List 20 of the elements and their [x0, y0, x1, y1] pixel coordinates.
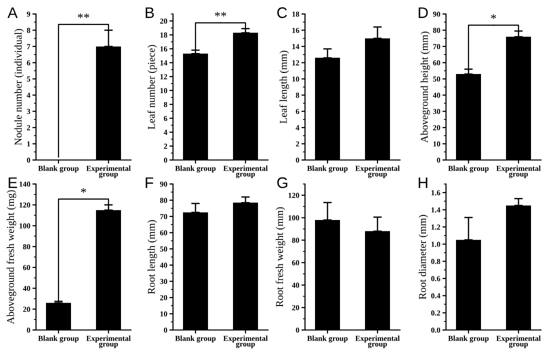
y-axis-title: Aboveground fresh weight (mg) [6, 190, 16, 324]
y-axis-title: Root diameter (mm) [418, 214, 428, 300]
chart-title: B [146, 7, 154, 18]
chart-title: G [277, 177, 288, 188]
y-axis-title: Nodule number (individual) [14, 29, 24, 146]
y-axis-title: Aboveground height (mm) [420, 32, 430, 143]
y-axis-title: Root fresh weight (mm) [276, 207, 286, 307]
chart-title: E [8, 177, 18, 188]
annotation: ** [78, 14, 90, 18]
chart-title: H [418, 177, 428, 188]
annotation: * [490, 14, 496, 19]
chart-title: D [418, 7, 428, 18]
chart-title: A [8, 7, 18, 18]
y-axis-title: Leaf length (mm) [279, 50, 290, 124]
chart-title: F [146, 177, 154, 188]
annotation: ** [214, 12, 226, 16]
y-axis-title: Root length (mm) [148, 220, 158, 294]
chart-title: C [277, 7, 287, 18]
annotation: * [80, 188, 86, 193]
y-axis-title: Leaf number (piece) [147, 44, 158, 130]
